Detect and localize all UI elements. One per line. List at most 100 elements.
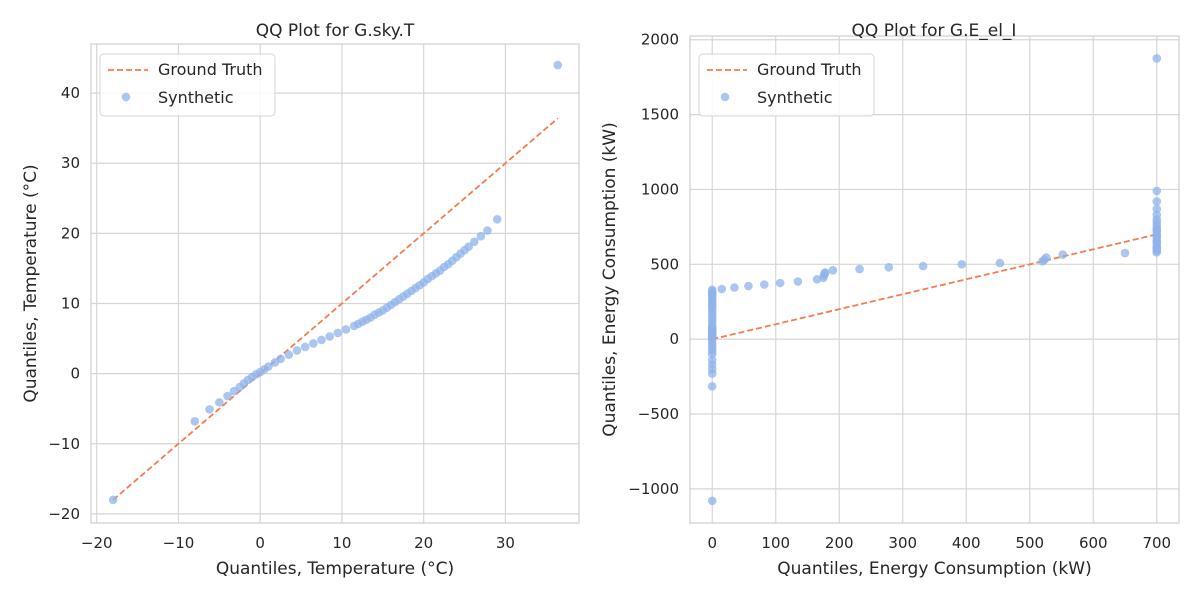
chart-2-legend-label-ground-truth: Ground Truth [757,60,862,79]
chart-2-ytick-label: 1500 [641,106,679,124]
chart-1-synthetic-point [333,328,343,338]
chart-1-ground-truth-line [112,117,559,501]
chart-2-synthetic-point [1152,210,1162,220]
chart-2-legend-label-synthetic: Synthetic [757,88,833,107]
chart-2-synthetic-point [707,382,717,391]
chart-1-ytick-label: 40 [61,84,80,102]
chart-2-legend-dot-swatch [720,92,730,102]
chart-2-xtick-label: 500 [1015,534,1044,552]
chart-2-ytick-label: 500 [650,255,679,273]
chart-1-synthetic-point [215,398,224,407]
chart-2-y-axis-label: Quantiles, Energy Consumption (kW) [600,122,620,436]
chart-2-synthetic-point [730,283,739,292]
chart-2-synthetic-point [855,264,864,274]
chart-1-legend-label-synthetic: Synthetic [158,88,234,107]
chart-1-synthetic-point [464,242,473,251]
chart-1-ytick-label: 10 [61,294,80,312]
chart-2-ytick-label: −1000 [628,480,679,498]
chart-1-xtick-label: 0 [255,534,265,552]
chart-2-xtick-label: 400 [952,534,981,552]
chart-2-legend-box [698,53,875,117]
chart-2-plot-area [689,35,1180,524]
chart-1-ytick-label: 30 [61,154,80,172]
chart-1-plot-area [90,43,580,524]
chart-2-synthetic-point [918,261,928,271]
chart-1-legend-label-ground-truth: Ground Truth [158,60,263,79]
chart-2-synthetic-point [1058,250,1068,259]
chart-1-synthetic-point [190,417,200,426]
chart-1-synthetic-point [341,325,351,334]
chart-1-ytick-label: −10 [48,435,80,453]
chart-2-synthetic-point [957,260,967,269]
chart-2-synthetic-point [884,262,894,272]
chart-1-ytick-label: −20 [48,505,80,523]
chart-2-synthetic-point [1152,243,1162,253]
chart-2-ground-truth-line [712,233,1157,341]
chart-1-xtick-label: 10 [332,534,351,552]
chart-2-xtick-label: 200 [825,534,854,552]
chart-1-synthetic-point [317,335,326,345]
chart-1-legend-dot-swatch [121,92,131,102]
chart-2-x-axis-label: Quantiles, Energy Consumption (kW) [777,559,1091,579]
chart-2-xtick-label: 0 [707,534,717,552]
chart-2-synthetic-point [1152,231,1162,241]
chart-1-synthetic-point [284,350,294,359]
chart-2-synthetic-point [793,277,803,286]
chart-2-synthetic-point [1152,225,1162,235]
chart-2-xtick-label: 100 [761,534,790,552]
chart-2-synthetic-point [828,265,838,275]
chart-1: −20 −10 0 10 20 30 −20 −10 0 10 20 30 40 QQ Plot for … [21,21,580,579]
chart-1-synthetic-point [108,495,118,505]
chart-1-synthetic-point [223,391,232,401]
chart-2-synthetic-point [707,323,717,333]
chart-1-synthetic-point [476,231,486,241]
chart-1-legend: Ground Truth Synthetic [99,53,276,117]
chart-1-ytick-label: 0 [70,365,80,383]
chart-2-ytick-label: 2000 [641,31,679,49]
chart-1-synthetic-point [483,226,492,235]
chart-1-synthetic-point [300,342,310,352]
chart-2-ytick-label: −500 [638,405,679,423]
chart-1-synthetic-point [470,237,479,247]
chart-1-synthetic-point [276,354,285,364]
chart-2-synthetic-point [744,281,753,291]
chart-1-ytick-label: 20 [61,224,80,242]
chart-1-xtick-label: −10 [163,534,195,552]
chart-2-synthetic-point [1152,204,1162,214]
chart-1-legend-box [99,53,276,117]
chart-1-xtick-label: 20 [414,534,433,552]
chart-2-ytick-label: 1000 [641,180,679,198]
chart-2-legend: Ground Truth Synthetic [698,53,875,117]
chart-1-xtick-label: −20 [81,534,113,552]
chart-2-xtick-label: 700 [1142,534,1171,552]
chart-2-title: QQ Plot for G.E_el_I [852,21,1017,41]
chart-2-synthetic-point [1152,237,1162,247]
chart-1-title: QQ Plot for G.sky.T [256,21,415,41]
chart-1-synthetic-point [309,339,318,348]
chart-2-synthetic-point [760,280,769,289]
chart-2-synthetic-point [1152,186,1162,196]
chart-1-synthetic-point [292,346,302,355]
chart-1-synthetic-point [325,332,334,341]
chart-2-synthetic-point [775,278,785,288]
chart-2-xtick-label: 600 [1079,534,1108,552]
chart-2-synthetic-point [1120,248,1130,258]
chart-2-synthetic-point [707,285,717,295]
chart-2-synthetic-point [707,355,717,365]
chart-2-synthetic-point [717,284,727,294]
chart-2: 0 100 200 300 400 500 600 700 −1000 −500 0 500 1000 1… [600,21,1180,579]
chart-1-synthetic-point [264,362,273,371]
chart-2-ytick-label: 0 [669,330,679,348]
chart-1-y-axis-label: Quantiles, Temperature (°C) [21,164,41,402]
chart-1-synthetic-point [553,60,563,70]
chart-1-synthetic-point [492,215,502,224]
chart-1-x-axis-label: Quantiles, Temperature (°C) [216,559,454,579]
chart-2-synthetic-point [995,258,1005,268]
chart-2-xtick-label: 300 [888,534,917,552]
chart-1-xtick-label: 30 [496,534,515,552]
chart-2-synthetic-point [820,268,830,277]
chart-2-synthetic-point [1152,54,1162,63]
chart-1-synthetic-point [205,405,214,414]
chart-2-synthetic-point [707,496,717,506]
